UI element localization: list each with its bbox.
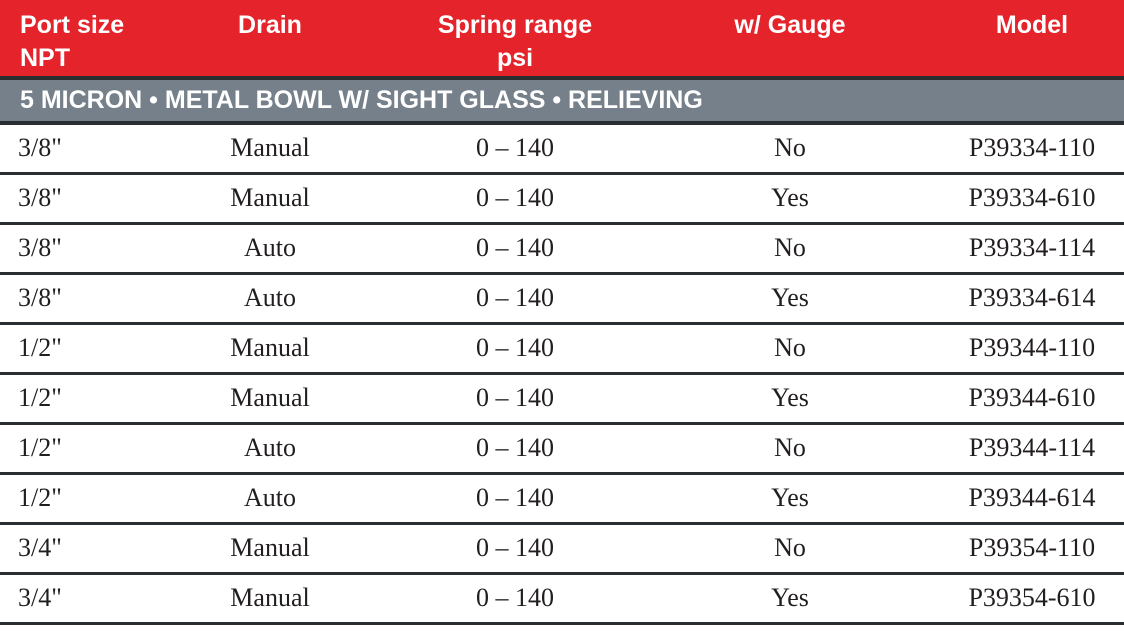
cell-spring-range: 0 – 140 xyxy=(390,273,640,325)
table-row: 1/2" Manual 0 – 140 Yes P39344-610 xyxy=(0,373,1124,425)
cell-spring-range: 0 – 140 xyxy=(390,423,640,475)
column-header-port-size-title: Port size xyxy=(20,11,125,39)
cell-model: P39334-614 xyxy=(940,273,1124,325)
cell-drain: Auto xyxy=(150,473,390,525)
cell-model: P39344-614 xyxy=(940,473,1124,525)
cell-drain: Manual xyxy=(150,373,390,425)
cell-gauge: No xyxy=(640,323,940,375)
section-header-label: 5 MICRON • METAL BOWL W/ SIGHT GLASS • R… xyxy=(0,78,1124,125)
cell-spring-range: 0 – 140 xyxy=(390,373,640,425)
cell-gauge: Yes xyxy=(640,473,940,525)
cell-spring-range: 0 – 140 xyxy=(390,123,640,175)
cell-gauge: Yes xyxy=(640,573,940,625)
cell-drain: Manual xyxy=(150,573,390,625)
cell-gauge: No xyxy=(640,423,940,475)
table-header-row: Port size NPT Drain Spring range psi w/ … xyxy=(0,0,1124,80)
cell-model: P39344-114 xyxy=(940,423,1124,475)
cell-drain: Auto xyxy=(150,273,390,325)
cell-port-size: 1/2" xyxy=(0,323,150,375)
cell-gauge: No xyxy=(640,523,940,575)
cell-drain: Manual xyxy=(150,173,390,225)
column-header-port-size-subtitle: NPT xyxy=(20,44,70,72)
cell-model: P39354-110 xyxy=(940,523,1124,575)
cell-port-size: 1/2" xyxy=(0,473,150,525)
cell-gauge: Yes xyxy=(640,173,940,225)
cell-gauge: Yes xyxy=(640,373,940,425)
product-spec-table: Port size NPT Drain Spring range psi w/ … xyxy=(0,0,1124,625)
cell-port-size: 1/2" xyxy=(0,373,150,425)
column-header-spring-range-title: Spring range xyxy=(437,11,593,39)
cell-gauge: No xyxy=(640,223,940,275)
column-header-drain: Drain xyxy=(150,0,390,80)
cell-port-size: 3/4" xyxy=(0,523,150,575)
column-header-drain-title: Drain xyxy=(238,11,302,39)
table-row: 3/8" Manual 0 – 140 Yes P39334-610 xyxy=(0,173,1124,225)
cell-drain: Manual xyxy=(150,323,390,375)
table-row: 1/2" Manual 0 – 140 No P39344-110 xyxy=(0,323,1124,375)
table-row: 1/2" Auto 0 – 140 Yes P39344-614 xyxy=(0,473,1124,525)
cell-spring-range: 0 – 140 xyxy=(390,523,640,575)
table-row: 3/8" Auto 0 – 140 No P39334-114 xyxy=(0,223,1124,275)
column-header-gauge-title: w/ Gauge xyxy=(734,11,846,39)
table-row: 3/4" Manual 0 – 140 Yes P39354-610 xyxy=(0,573,1124,625)
column-header-spring-range: Spring range psi xyxy=(390,0,640,80)
cell-model: P39334-110 xyxy=(940,123,1124,175)
cell-spring-range: 0 – 140 xyxy=(390,173,640,225)
table-row: 3/8" Auto 0 – 140 Yes P39334-614 xyxy=(0,273,1124,325)
cell-model: P39344-110 xyxy=(940,323,1124,375)
cell-spring-range: 0 – 140 xyxy=(390,473,640,525)
cell-spring-range: 0 – 140 xyxy=(390,223,640,275)
section-header-row: 5 MICRON • METAL BOWL W/ SIGHT GLASS • R… xyxy=(0,78,1124,125)
column-header-spring-range-subtitle: psi xyxy=(496,44,534,72)
table-row: 3/4" Manual 0 – 140 No P39354-110 xyxy=(0,523,1124,575)
cell-port-size: 3/8" xyxy=(0,273,150,325)
cell-gauge: Yes xyxy=(640,273,940,325)
cell-port-size: 3/4" xyxy=(0,573,150,625)
cell-port-size: 3/8" xyxy=(0,123,150,175)
cell-drain: Auto xyxy=(150,423,390,475)
column-header-gauge: w/ Gauge xyxy=(640,0,940,80)
cell-drain: Manual xyxy=(150,523,390,575)
cell-drain: Auto xyxy=(150,223,390,275)
column-header-model-title: Model xyxy=(995,11,1069,39)
cell-port-size: 1/2" xyxy=(0,423,150,475)
cell-model: P39334-610 xyxy=(940,173,1124,225)
table-row: 1/2" Auto 0 – 140 No P39344-114 xyxy=(0,423,1124,475)
table-row: 3/8" Manual 0 – 140 No P39334-110 xyxy=(0,123,1124,175)
cell-spring-range: 0 – 140 xyxy=(390,573,640,625)
cell-model: P39344-610 xyxy=(940,373,1124,425)
column-header-model: Model xyxy=(940,0,1124,80)
cell-drain: Manual xyxy=(150,123,390,175)
cell-model: P39354-610 xyxy=(940,573,1124,625)
cell-port-size: 3/8" xyxy=(0,223,150,275)
cell-port-size: 3/8" xyxy=(0,173,150,225)
cell-gauge: No xyxy=(640,123,940,175)
column-header-port-size: Port size NPT xyxy=(0,0,150,80)
cell-model: P39334-114 xyxy=(940,223,1124,275)
cell-spring-range: 0 – 140 xyxy=(390,323,640,375)
